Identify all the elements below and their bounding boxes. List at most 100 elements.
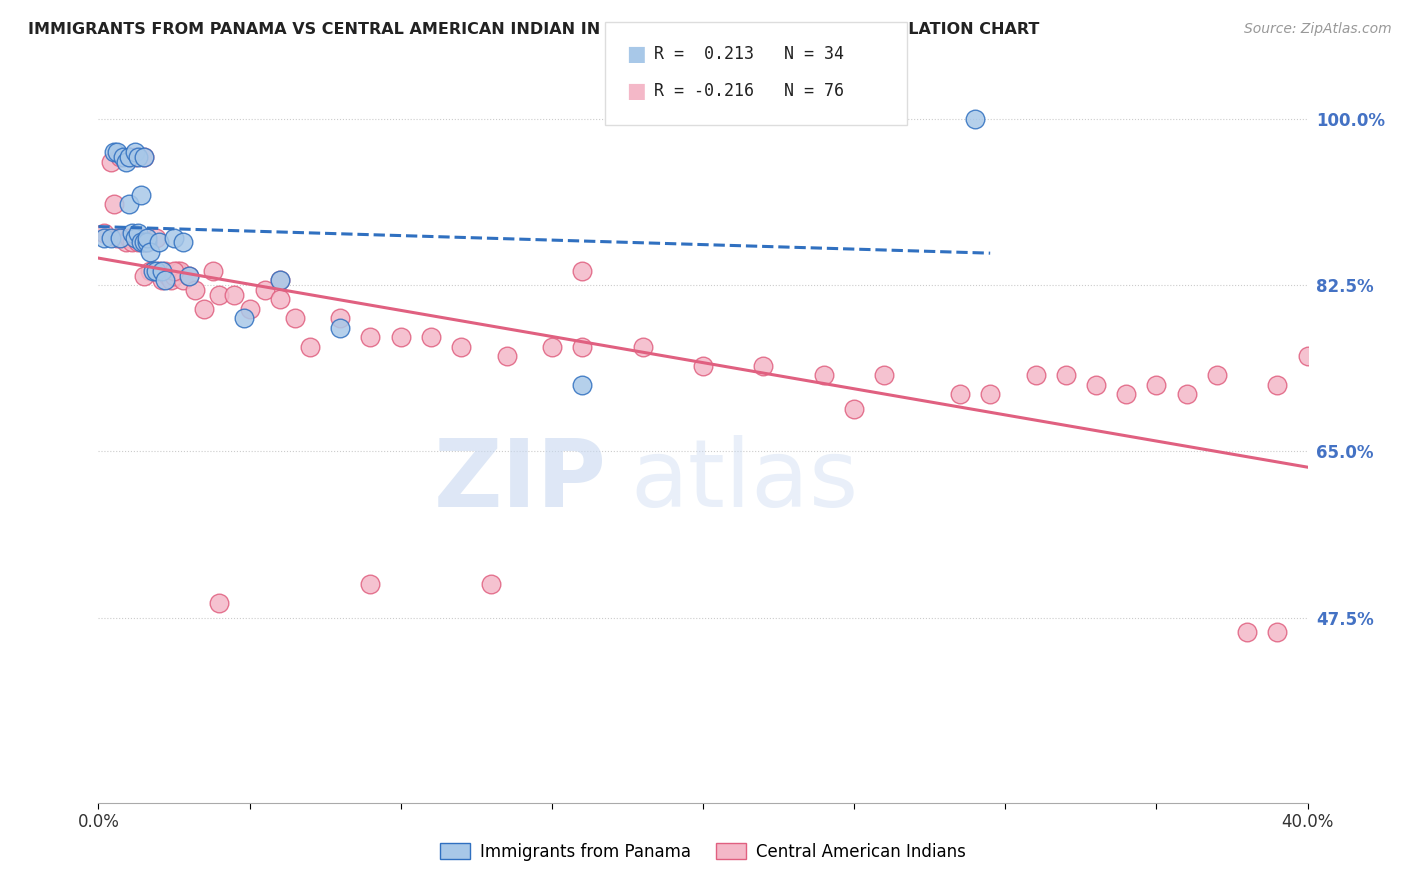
Point — [108, 230, 131, 244]
Point — [163, 230, 186, 244]
Point — [284, 311, 307, 326]
Point — [145, 230, 167, 244]
Point — [269, 273, 291, 287]
Point — [752, 359, 775, 373]
Point — [631, 340, 654, 354]
Point — [124, 230, 146, 244]
Point — [118, 150, 141, 164]
Point — [193, 301, 215, 316]
Point — [1085, 377, 1108, 392]
Point — [148, 235, 170, 250]
Point — [965, 112, 987, 126]
Point — [160, 273, 183, 287]
Point — [142, 264, 165, 278]
Point — [129, 187, 152, 202]
Point — [150, 273, 173, 287]
Point — [142, 264, 165, 278]
Text: R = -0.216   N = 76: R = -0.216 N = 76 — [654, 82, 844, 100]
Point — [1206, 368, 1229, 383]
Point — [121, 235, 143, 250]
Point — [135, 230, 157, 244]
Point — [114, 235, 136, 250]
Point — [111, 230, 134, 244]
Point — [127, 235, 149, 250]
Point — [813, 368, 835, 383]
Point — [153, 273, 176, 287]
Point — [118, 197, 141, 211]
Text: ■: ■ — [626, 44, 645, 63]
Point — [360, 330, 382, 344]
Point — [1144, 377, 1167, 392]
Point — [93, 226, 115, 240]
Point — [135, 235, 157, 250]
Point — [269, 273, 291, 287]
Point — [1115, 387, 1137, 401]
Point — [166, 264, 188, 278]
Point — [450, 340, 472, 354]
Point — [873, 368, 896, 383]
Point — [105, 145, 128, 160]
Point — [150, 264, 173, 278]
Point — [118, 150, 141, 164]
Point — [179, 268, 201, 283]
Point — [93, 230, 115, 244]
Point — [389, 330, 412, 344]
Point — [540, 340, 562, 354]
Text: atlas: atlas — [630, 435, 859, 527]
Point — [124, 150, 146, 164]
Point — [571, 377, 593, 392]
Text: IMMIGRANTS FROM PANAMA VS CENTRAL AMERICAN INDIAN IN LABOR FORCE | AGE 35-44 COR: IMMIGRANTS FROM PANAMA VS CENTRAL AMERIC… — [28, 22, 1039, 38]
Point — [949, 387, 972, 401]
Text: R =  0.213   N = 34: R = 0.213 N = 34 — [654, 45, 844, 62]
Point — [156, 268, 179, 283]
Point — [103, 145, 125, 160]
Point — [108, 150, 131, 164]
Point — [124, 145, 146, 160]
Point — [135, 235, 157, 250]
Point — [420, 330, 443, 344]
Point — [129, 230, 152, 244]
Point — [184, 283, 207, 297]
Point — [114, 154, 136, 169]
Point — [1054, 368, 1077, 383]
Point — [127, 150, 149, 164]
Point — [139, 264, 162, 278]
Point — [100, 154, 122, 169]
Point — [153, 264, 176, 278]
Point — [100, 230, 122, 244]
Point — [172, 235, 194, 250]
Point — [571, 340, 593, 354]
Point — [139, 244, 162, 259]
Point — [145, 264, 167, 278]
Point — [299, 340, 322, 354]
Point — [111, 150, 134, 164]
Point — [1236, 624, 1258, 639]
Point — [692, 359, 714, 373]
Point — [253, 283, 276, 297]
Point — [239, 301, 262, 316]
Point — [132, 268, 155, 283]
Point — [172, 273, 194, 287]
Point — [169, 264, 191, 278]
Text: ZIP: ZIP — [433, 435, 606, 527]
Point — [208, 596, 231, 610]
Point — [132, 150, 155, 164]
Point — [329, 311, 352, 326]
Point — [132, 235, 155, 250]
Point — [360, 577, 382, 591]
Point — [1267, 377, 1289, 392]
Text: ■: ■ — [626, 81, 645, 101]
Point — [105, 230, 128, 244]
Point — [163, 268, 186, 283]
Point — [1024, 368, 1046, 383]
Point — [481, 577, 503, 591]
Point — [163, 264, 186, 278]
Point — [127, 226, 149, 240]
Point — [1267, 624, 1289, 639]
Point — [132, 150, 155, 164]
Text: Source: ZipAtlas.com: Source: ZipAtlas.com — [1244, 22, 1392, 37]
Point — [132, 235, 155, 250]
Point — [571, 264, 593, 278]
Point — [208, 287, 231, 301]
Point — [127, 230, 149, 244]
